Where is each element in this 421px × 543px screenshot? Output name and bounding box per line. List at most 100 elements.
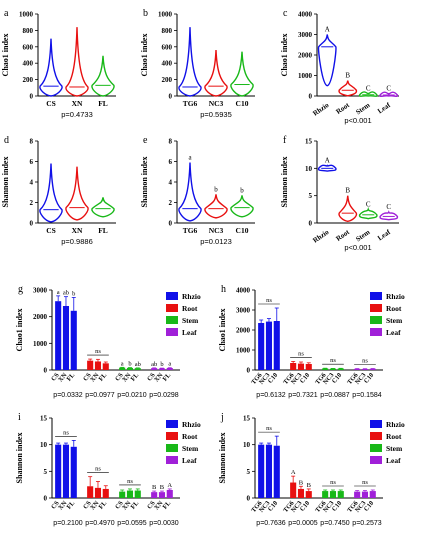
bar-CS <box>55 444 62 498</box>
x-tick-label: XN <box>57 372 69 384</box>
bar-TG6 <box>258 444 265 498</box>
p-value: p=0.0030 <box>149 520 178 527</box>
legend: Rhzio Root Stem Leaf <box>166 420 201 465</box>
x-tick-label: C10 <box>363 500 376 513</box>
x-tick-label: Leaf <box>376 101 392 116</box>
x-tick-label: CS <box>146 371 157 382</box>
ns-label: ns <box>330 479 336 486</box>
y-tick-label: 1000 <box>236 347 251 355</box>
y-axis-title: Shannon index <box>218 433 227 484</box>
legend-swatch <box>166 316 178 324</box>
x-tick-label: FL <box>162 499 173 510</box>
y-tick-label: 10 <box>40 441 48 449</box>
y-tick-label: 6 <box>30 158 34 166</box>
p-value: p=0.6132 <box>256 392 285 399</box>
x-tick-label: CS <box>114 371 125 382</box>
y-tick-label: 0 <box>30 93 34 101</box>
y-tick-label: 0 <box>247 495 251 503</box>
ns-label: ns <box>330 357 336 364</box>
bar-C10 <box>369 491 376 498</box>
ns-label: ns <box>362 479 368 486</box>
y-tick-label: 4000 <box>236 287 251 295</box>
x-tick-label: FL <box>66 499 77 510</box>
y-tick-label: 0 <box>169 220 173 228</box>
x-tick-label: CS <box>114 499 125 510</box>
bar-FL <box>70 446 77 498</box>
p-value: p=0.1584 <box>352 392 381 399</box>
y-axis-title: Shannon index <box>1 157 10 208</box>
y-tick-label: 5 <box>309 192 313 200</box>
y-tick-label: 0 <box>30 220 34 228</box>
y-tick-label: 1000 <box>158 11 173 19</box>
violin-C10 <box>230 195 254 218</box>
p-value: p=0.0595 <box>117 520 146 527</box>
legend-swatch <box>370 328 382 336</box>
x-tick-label: XN <box>72 226 83 235</box>
bar-C10 <box>305 364 312 370</box>
violin-Root <box>338 80 358 97</box>
legend: Rhzio Root Stem Leaf <box>370 420 405 465</box>
y-tick-label: 2 <box>30 199 34 207</box>
violin-Root <box>338 195 358 223</box>
x-tick-label: FL <box>162 371 173 382</box>
sig-letter: C <box>386 203 391 211</box>
p-value: p=0.0005 <box>288 520 317 527</box>
bar-NC3 <box>265 444 273 498</box>
p-value: p<0.001 <box>344 243 371 252</box>
ns-label: ns <box>266 425 272 432</box>
bar-CS <box>151 492 158 498</box>
bar-XN <box>94 487 102 498</box>
sig-letter: b <box>240 186 244 194</box>
x-tick-label: XN <box>121 500 133 512</box>
panel-label: b <box>143 8 148 19</box>
bar-FL <box>102 363 109 370</box>
ns-label: ns <box>95 348 101 355</box>
y-tick-label: 4000 <box>298 11 313 19</box>
bar-CS <box>119 491 126 498</box>
x-tick-label: C10 <box>331 372 344 385</box>
y-axis-title: Shannon index <box>140 157 149 208</box>
violin-TG6 <box>178 27 202 97</box>
legend-swatch <box>166 456 178 464</box>
bar-TG6 <box>290 363 297 370</box>
legend-label: Leaf <box>386 328 401 337</box>
sig-letter: B <box>345 72 350 80</box>
violin-XN <box>65 27 89 97</box>
y-tick-label: 400 <box>23 60 34 68</box>
x-tick-label: FL <box>130 499 141 510</box>
ns-label: ns <box>298 350 304 357</box>
p-value: p=0.0887 <box>320 392 349 399</box>
sig-letter: C <box>366 200 371 208</box>
x-tick-label: FL <box>98 99 108 108</box>
x-tick-label: C10 <box>299 372 312 385</box>
bar-FL <box>166 368 173 370</box>
legend-swatch <box>370 456 382 464</box>
legend-label: Stem <box>386 444 403 453</box>
bar-NC3 <box>265 321 273 370</box>
x-tick-label: CS <box>46 226 56 235</box>
sig-letter: A <box>325 157 330 165</box>
violin-XN <box>65 166 89 221</box>
y-tick-label: 200 <box>23 76 34 84</box>
legend-swatch <box>370 304 382 312</box>
y-tick-label: 10 <box>305 165 313 173</box>
p-value: p=0.7450 <box>320 520 349 527</box>
bar-NC3 <box>329 368 337 370</box>
legend-label: Rhzio <box>182 420 201 429</box>
y-tick-label: 5 <box>44 468 48 476</box>
bar-CS <box>119 367 126 370</box>
ns-label: ns <box>95 466 101 473</box>
p-value: p=0.2100 <box>53 520 82 527</box>
y-tick-label: 2000 <box>236 327 251 335</box>
ns-label: ns <box>266 297 272 304</box>
sig-letter: ab <box>151 361 157 368</box>
p-value: p=0.2573 <box>352 520 381 527</box>
y-axis-title: Chao1 index <box>15 309 24 352</box>
x-tick-label: FL <box>98 371 109 382</box>
legend-label: Root <box>182 304 198 313</box>
panel-label: f <box>283 135 287 146</box>
bar-FL <box>166 490 173 498</box>
ns-label: ns <box>127 478 133 485</box>
p-value: p=0.7321 <box>288 392 317 399</box>
